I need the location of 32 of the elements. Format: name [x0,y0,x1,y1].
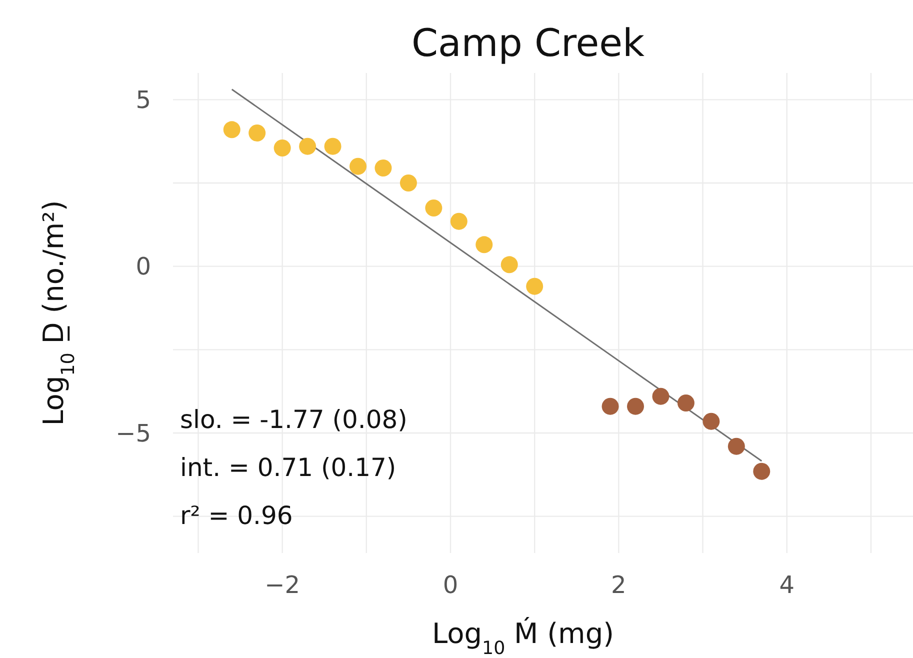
point [500,256,518,274]
point [374,160,392,176]
point [602,398,619,415]
point [299,138,316,155]
x-tick-label: 2 [611,571,626,599]
x-tick-label: 4 [779,571,795,599]
point [274,140,291,156]
point [400,174,417,192]
point [753,462,770,480]
x-tick-label: −2 [264,571,300,599]
point [526,278,544,295]
annotation: slo. = -1.77 (0.08) [180,405,408,434]
chart-title: Camp Creek [411,21,645,65]
y-tick-label: 5 [136,86,151,114]
point [425,200,442,216]
point [248,124,266,142]
point [476,236,493,254]
point [627,398,644,415]
point [350,158,366,175]
point [702,412,720,430]
annotation: r² = 0.96 [180,501,293,530]
x-axis-title: Log$_{10}$ Ḿ (mg) [432,617,614,658]
annotation: int. = 0.71 (0.17) [180,453,396,482]
point [324,138,342,155]
y-tick-label: −5 [116,419,151,448]
point [677,394,694,412]
point [652,388,670,405]
y-tick-label: 0 [136,252,151,281]
point [450,212,468,230]
point [223,121,240,138]
point [728,438,745,455]
x-tick-label: 0 [442,571,458,599]
